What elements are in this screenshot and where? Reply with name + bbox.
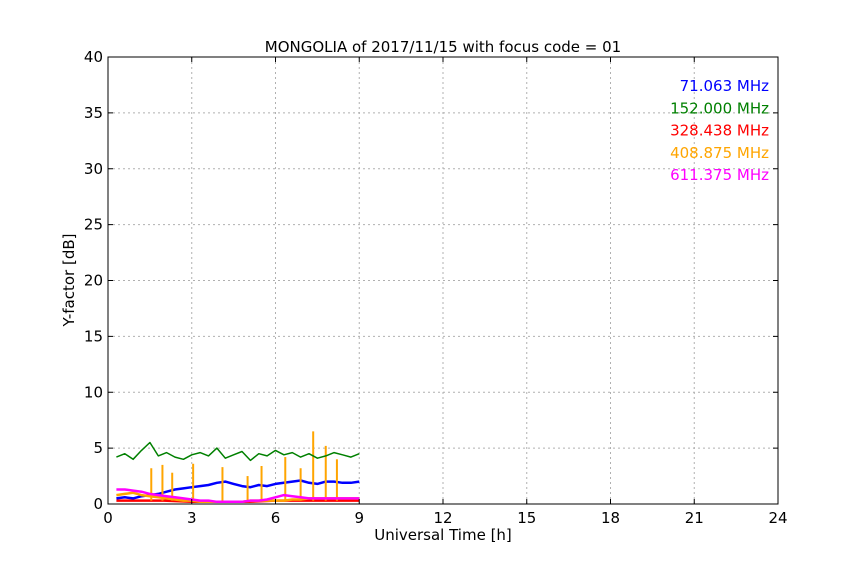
x-axis-label: Universal Time [h] [374,526,512,544]
y-tick-label: 40 [84,48,103,66]
x-tick-label: 6 [271,509,281,527]
y-tick-label: 5 [93,439,103,457]
series-layer [116,431,360,504]
y-tick-label: 0 [93,495,103,513]
x-tick-label: 9 [354,509,364,527]
x-tick-label: 18 [601,509,620,527]
legend-entry: 71.063 MHz [680,77,769,95]
y-axis-label: Y-factor [dB] [60,233,78,327]
x-tick-label: 21 [685,509,704,527]
series-line [116,488,360,504]
legend-entry: 611.375 MHz [670,166,769,184]
legend-entry: 408.875 MHz [670,144,769,162]
y-tick-label: 30 [84,160,103,178]
legend-entry: 152.000 MHz [670,99,769,117]
x-tick-label: 0 [103,509,113,527]
y-tick-label: 35 [84,104,103,122]
x-tick-label: 12 [433,509,452,527]
y-tick-label: 25 [84,216,103,234]
x-tick-label: 15 [517,509,536,527]
x-tick-label: 3 [187,509,197,527]
legend-entry: 328.438 MHz [670,122,769,140]
y-tick-label: 10 [84,383,103,401]
x-tick-label: 24 [768,509,787,527]
series-line [116,441,360,462]
legend: 71.063 MHz 152.000 MHz 328.438 MHz 408.875 … [670,77,769,184]
y-tick-label: 15 [84,327,103,345]
y-tick-label: 20 [84,272,103,290]
ticks: 0 3 6 9 12 15 18 21 24 0 5 10 15 20 25 30 35 40 [84,48,788,527]
chart-title: MONGOLIA of 2017/11/15 with focus code =… [265,38,621,56]
